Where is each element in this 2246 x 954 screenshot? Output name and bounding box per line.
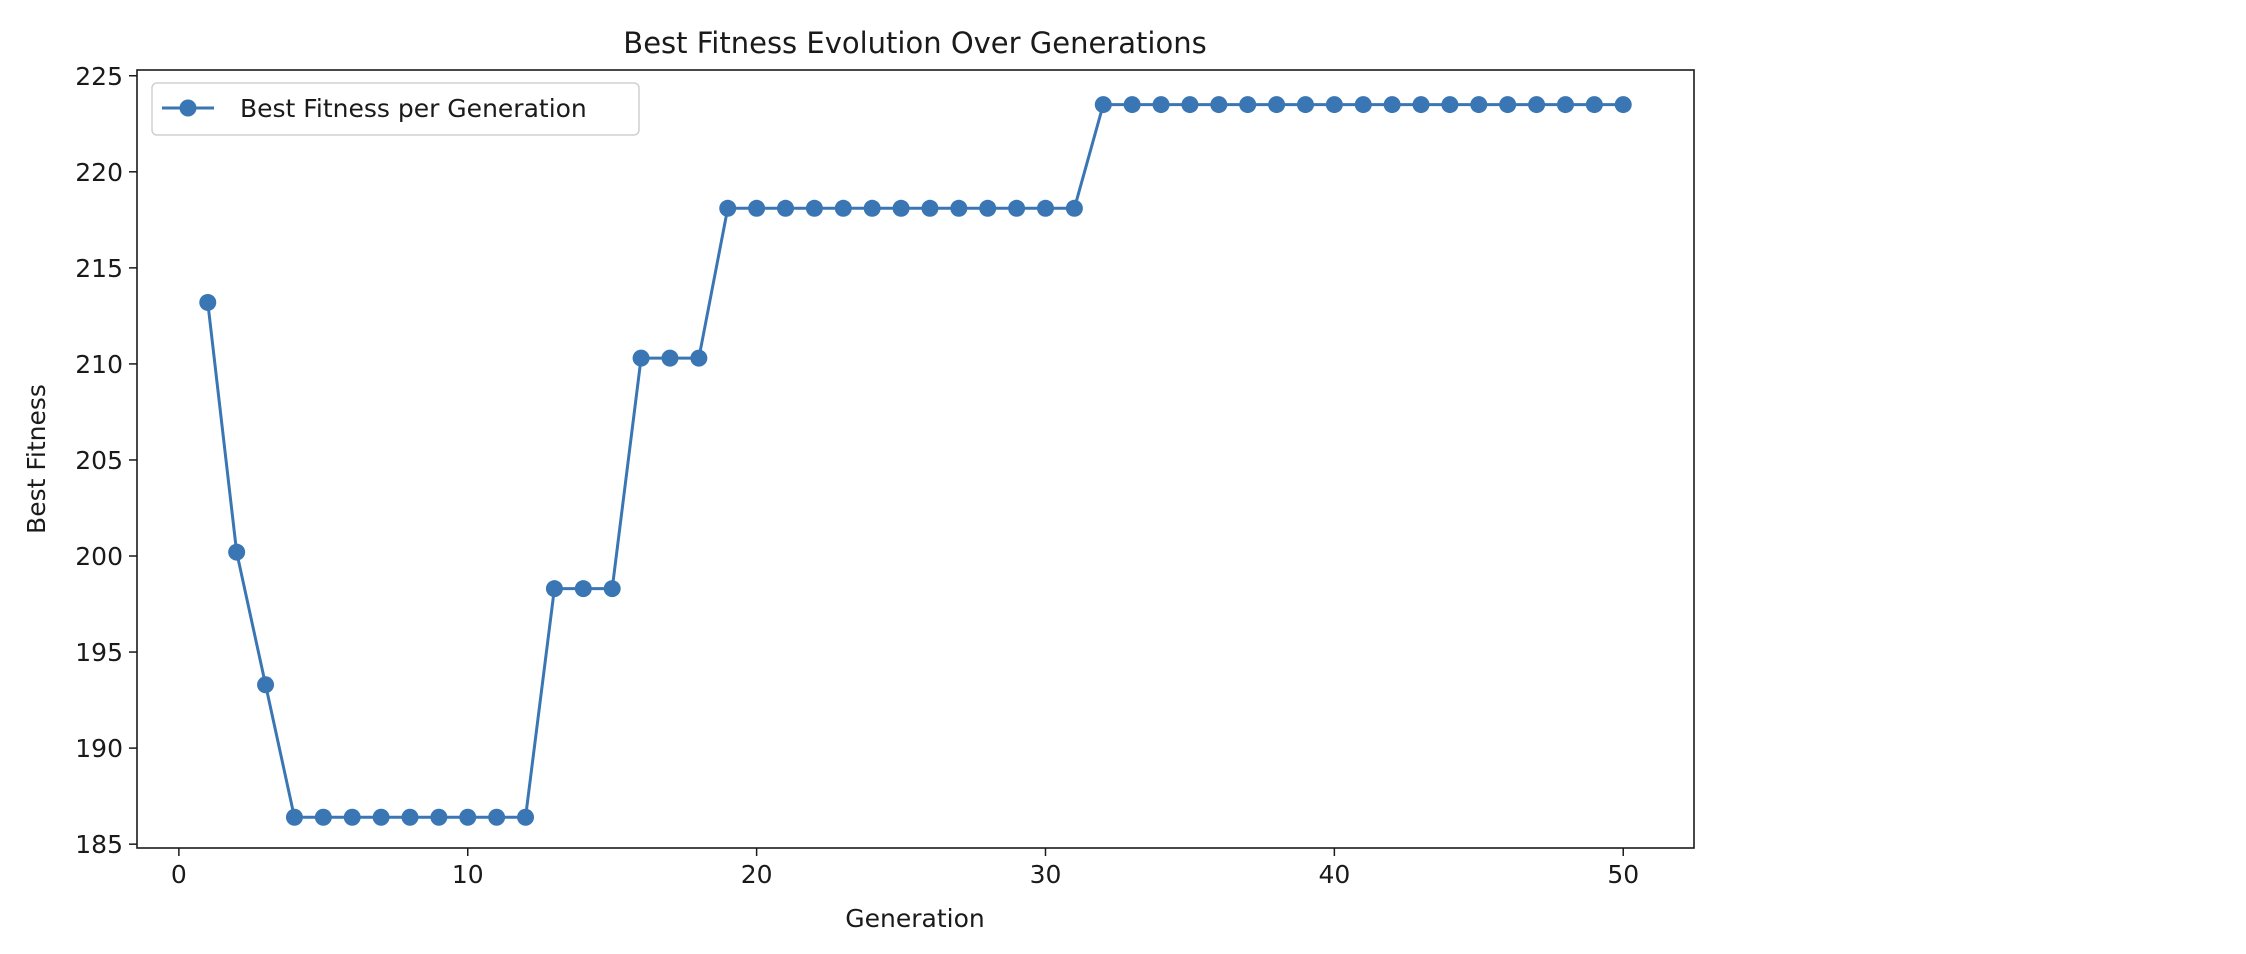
x-tick-label: 10 <box>452 860 484 889</box>
data-point <box>719 199 737 217</box>
y-tick-label: 200 <box>75 542 123 571</box>
data-point <box>1239 96 1257 114</box>
data-point <box>1614 96 1632 114</box>
data-point <box>1383 96 1401 114</box>
chart-title: Best Fitness Evolution Over Generations <box>623 26 1206 60</box>
plot-frame <box>136 69 1695 849</box>
legend-marker-swatch <box>179 99 197 117</box>
y-tick-label: 210 <box>75 350 123 379</box>
data-point <box>314 808 332 826</box>
plot-area: 0 10 20 30 40 50 185 190 195 200 205 210 215 220 225 <box>75 62 1695 889</box>
data-point <box>199 293 217 311</box>
x-axis-title: Generation <box>845 904 984 933</box>
y-tick-label: 185 <box>75 830 123 859</box>
x-tick-label: 20 <box>741 860 773 889</box>
data-point <box>1499 96 1517 114</box>
data-point <box>805 199 823 217</box>
data-point <box>748 199 766 217</box>
y-tick-label: 205 <box>75 446 123 475</box>
data-point <box>1008 199 1026 217</box>
data-point <box>603 580 621 598</box>
data-point <box>1210 96 1228 114</box>
data-point <box>690 349 708 367</box>
data-point <box>1556 96 1574 114</box>
data-point <box>1036 199 1054 217</box>
legend-box <box>151 82 640 136</box>
data-point <box>343 808 361 826</box>
data-point <box>1470 96 1488 114</box>
y-tick-label: 220 <box>75 158 123 187</box>
series-layer <box>199 96 1632 826</box>
data-point <box>488 808 506 826</box>
data-point <box>950 199 968 217</box>
legend-label: Best Fitness per Generation <box>240 94 587 123</box>
data-point <box>1441 96 1459 114</box>
data-point <box>1296 96 1314 114</box>
data-point <box>979 199 997 217</box>
x-tick-label: 50 <box>1607 860 1639 889</box>
data-point <box>1325 96 1343 114</box>
data-point <box>257 676 275 694</box>
x-tick-label: 40 <box>1318 860 1350 889</box>
data-point <box>574 580 592 598</box>
x-tick-label: 30 <box>1030 860 1062 889</box>
data-point <box>777 199 795 217</box>
y-tick-label: 190 <box>75 734 123 763</box>
data-point <box>545 580 563 598</box>
data-point <box>1152 96 1170 114</box>
data-point <box>1585 96 1603 114</box>
x-axis: 0 10 20 30 40 50 <box>171 848 1639 889</box>
data-point <box>1268 96 1286 114</box>
data-point <box>921 199 939 217</box>
data-point <box>228 543 246 561</box>
data-point <box>892 199 910 217</box>
data-point <box>1412 96 1430 114</box>
data-point <box>285 808 303 826</box>
data-point <box>1094 96 1112 114</box>
data-point <box>1065 199 1083 217</box>
data-point <box>430 808 448 826</box>
data-point <box>863 199 881 217</box>
data-point <box>517 808 535 826</box>
data-point <box>401 808 419 826</box>
y-axis: 185 190 195 200 205 210 215 220 225 <box>75 62 137 859</box>
data-point <box>1354 96 1372 114</box>
data-point <box>1528 96 1546 114</box>
y-tick-label: 195 <box>75 638 123 667</box>
data-point <box>372 808 390 826</box>
data-point <box>632 349 650 367</box>
data-point <box>834 199 852 217</box>
data-point <box>1123 96 1141 114</box>
x-tick-label: 0 <box>171 860 187 889</box>
data-point <box>661 349 679 367</box>
y-tick-label: 225 <box>75 62 123 91</box>
y-axis-title: Best Fitness <box>22 384 51 534</box>
y-tick-label: 215 <box>75 254 123 283</box>
data-point <box>459 808 477 826</box>
legend: Best Fitness per Generation <box>151 82 640 136</box>
data-point <box>1181 96 1199 114</box>
